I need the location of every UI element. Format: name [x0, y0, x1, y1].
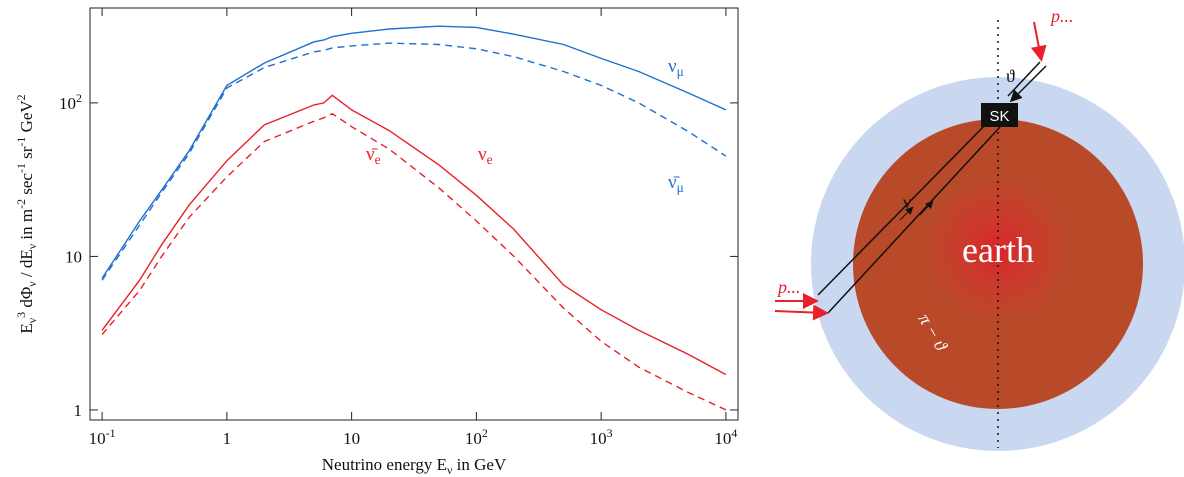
cosmic-ray-label: p... [1049, 6, 1074, 26]
muon-path [1007, 61, 1041, 97]
neutrino-path [817, 119, 991, 296]
neutrino-label: ν [903, 192, 911, 212]
x-tick-label: 104 [714, 426, 737, 448]
series-label: ν̄e [366, 144, 381, 167]
y-axis-title: Eν3 dΦν / dEν in m-2 sec-1 sr-1 GeV2 [14, 94, 39, 333]
detector-label: SK [989, 108, 1009, 125]
muon-path [1009, 65, 1047, 103]
x-tick-label: 1 [223, 429, 232, 448]
earth-core [923, 175, 1073, 325]
x-axis-title: Neutrino energy Eν in GeV [322, 455, 507, 477]
x-tick-label: 10-1 [89, 426, 116, 448]
series-label: ν̄μ [668, 172, 684, 195]
cosmic-ray-arrow [774, 304, 829, 321]
x-tick-label: 102 [465, 426, 488, 448]
y-tick-label: 1 [74, 401, 83, 420]
y-tick-label: 10 [65, 247, 82, 266]
plot-frame [89, 7, 739, 421]
diagram: SK earth ϑ ν π − ϑ p... p... [774, 6, 1184, 451]
series-line [101, 42, 727, 281]
series-label: νe [478, 144, 493, 167]
y-tick-label: 102 [59, 91, 82, 113]
cosmic-ray-arrow [1030, 21, 1047, 62]
series-label: νμ [668, 56, 684, 79]
cosmic-ray-label: p... [776, 277, 801, 297]
series-line [101, 112, 727, 411]
neutrino-path [827, 126, 1001, 314]
series-line [101, 94, 727, 376]
x-tick-label: 10 [343, 429, 360, 448]
arrow [919, 200, 934, 216]
detector-box [981, 103, 1018, 127]
zenith-label: ϑ [1006, 66, 1015, 86]
earth-label: earth [962, 230, 1034, 270]
arrow [899, 206, 914, 221]
x-tick-label: 103 [590, 426, 613, 448]
series-line [101, 25, 727, 279]
